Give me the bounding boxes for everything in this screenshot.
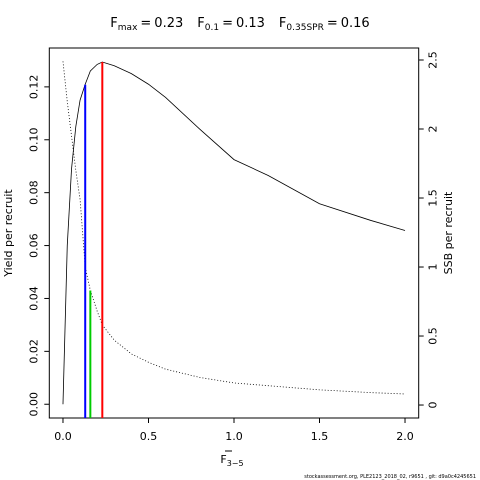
x-label-subscript: 3−5 — [227, 459, 244, 468]
y-tick-label: 0.02 — [27, 339, 40, 364]
title-value: 0.23 — [154, 16, 183, 31]
title-separator: = — [222, 16, 233, 31]
y2-axis-label: SSB per recruit — [442, 191, 455, 274]
x-tick-label: 1.5 — [311, 430, 329, 443]
y-tick-label: 0.00 — [27, 392, 40, 417]
title-separator: = — [140, 16, 151, 31]
y2-tick-label: 0 — [427, 402, 440, 409]
title-symbol: F — [279, 16, 286, 31]
chart-title: Fmax = 0.23 F0.1 = 0.13 F0.35SPR = 0.16 — [110, 16, 369, 33]
y2-tick-label: 1 — [427, 264, 440, 271]
x-tick-label: 0.0 — [54, 430, 72, 443]
y-tick-label: 0.08 — [27, 180, 40, 205]
plot-box — [48, 47, 420, 419]
y2-tick-label: 2.5 — [427, 51, 440, 69]
y-tick-label: 0.06 — [27, 233, 40, 258]
y-tick-label: 0.04 — [27, 286, 40, 311]
title-subscript: 0.35SPR — [286, 23, 323, 33]
x-tick-label: 0.5 — [140, 430, 158, 443]
title-symbol: F — [197, 16, 204, 31]
title-subscript: max — [118, 23, 138, 33]
y2-tick-label: 1.5 — [427, 189, 440, 207]
title-symbol: F — [110, 16, 117, 31]
y-tick-label: 0.10 — [27, 128, 40, 153]
x-tick-label: 2.0 — [396, 430, 414, 443]
x-label-symbol: F — [220, 453, 226, 466]
y2-tick-label: 2 — [427, 126, 440, 133]
title-value: 0.16 — [341, 16, 370, 31]
title-value: 0.13 — [236, 16, 265, 31]
title-separator: = — [327, 16, 338, 31]
y-axis-label: Yield per recruit — [2, 189, 15, 278]
series-line — [62, 61, 406, 395]
title-subscript: 0.1 — [205, 23, 219, 33]
y-tick-label: 0.12 — [27, 75, 40, 100]
footer: stockassessment.org, PLE2123_2018_02, r9… — [304, 474, 476, 480]
x-axis-label: F3−5 — [220, 453, 243, 468]
x-tick-label: 1.0 — [225, 430, 243, 443]
series-line — [62, 61, 406, 405]
y2-tick-label: 0.5 — [427, 327, 440, 345]
